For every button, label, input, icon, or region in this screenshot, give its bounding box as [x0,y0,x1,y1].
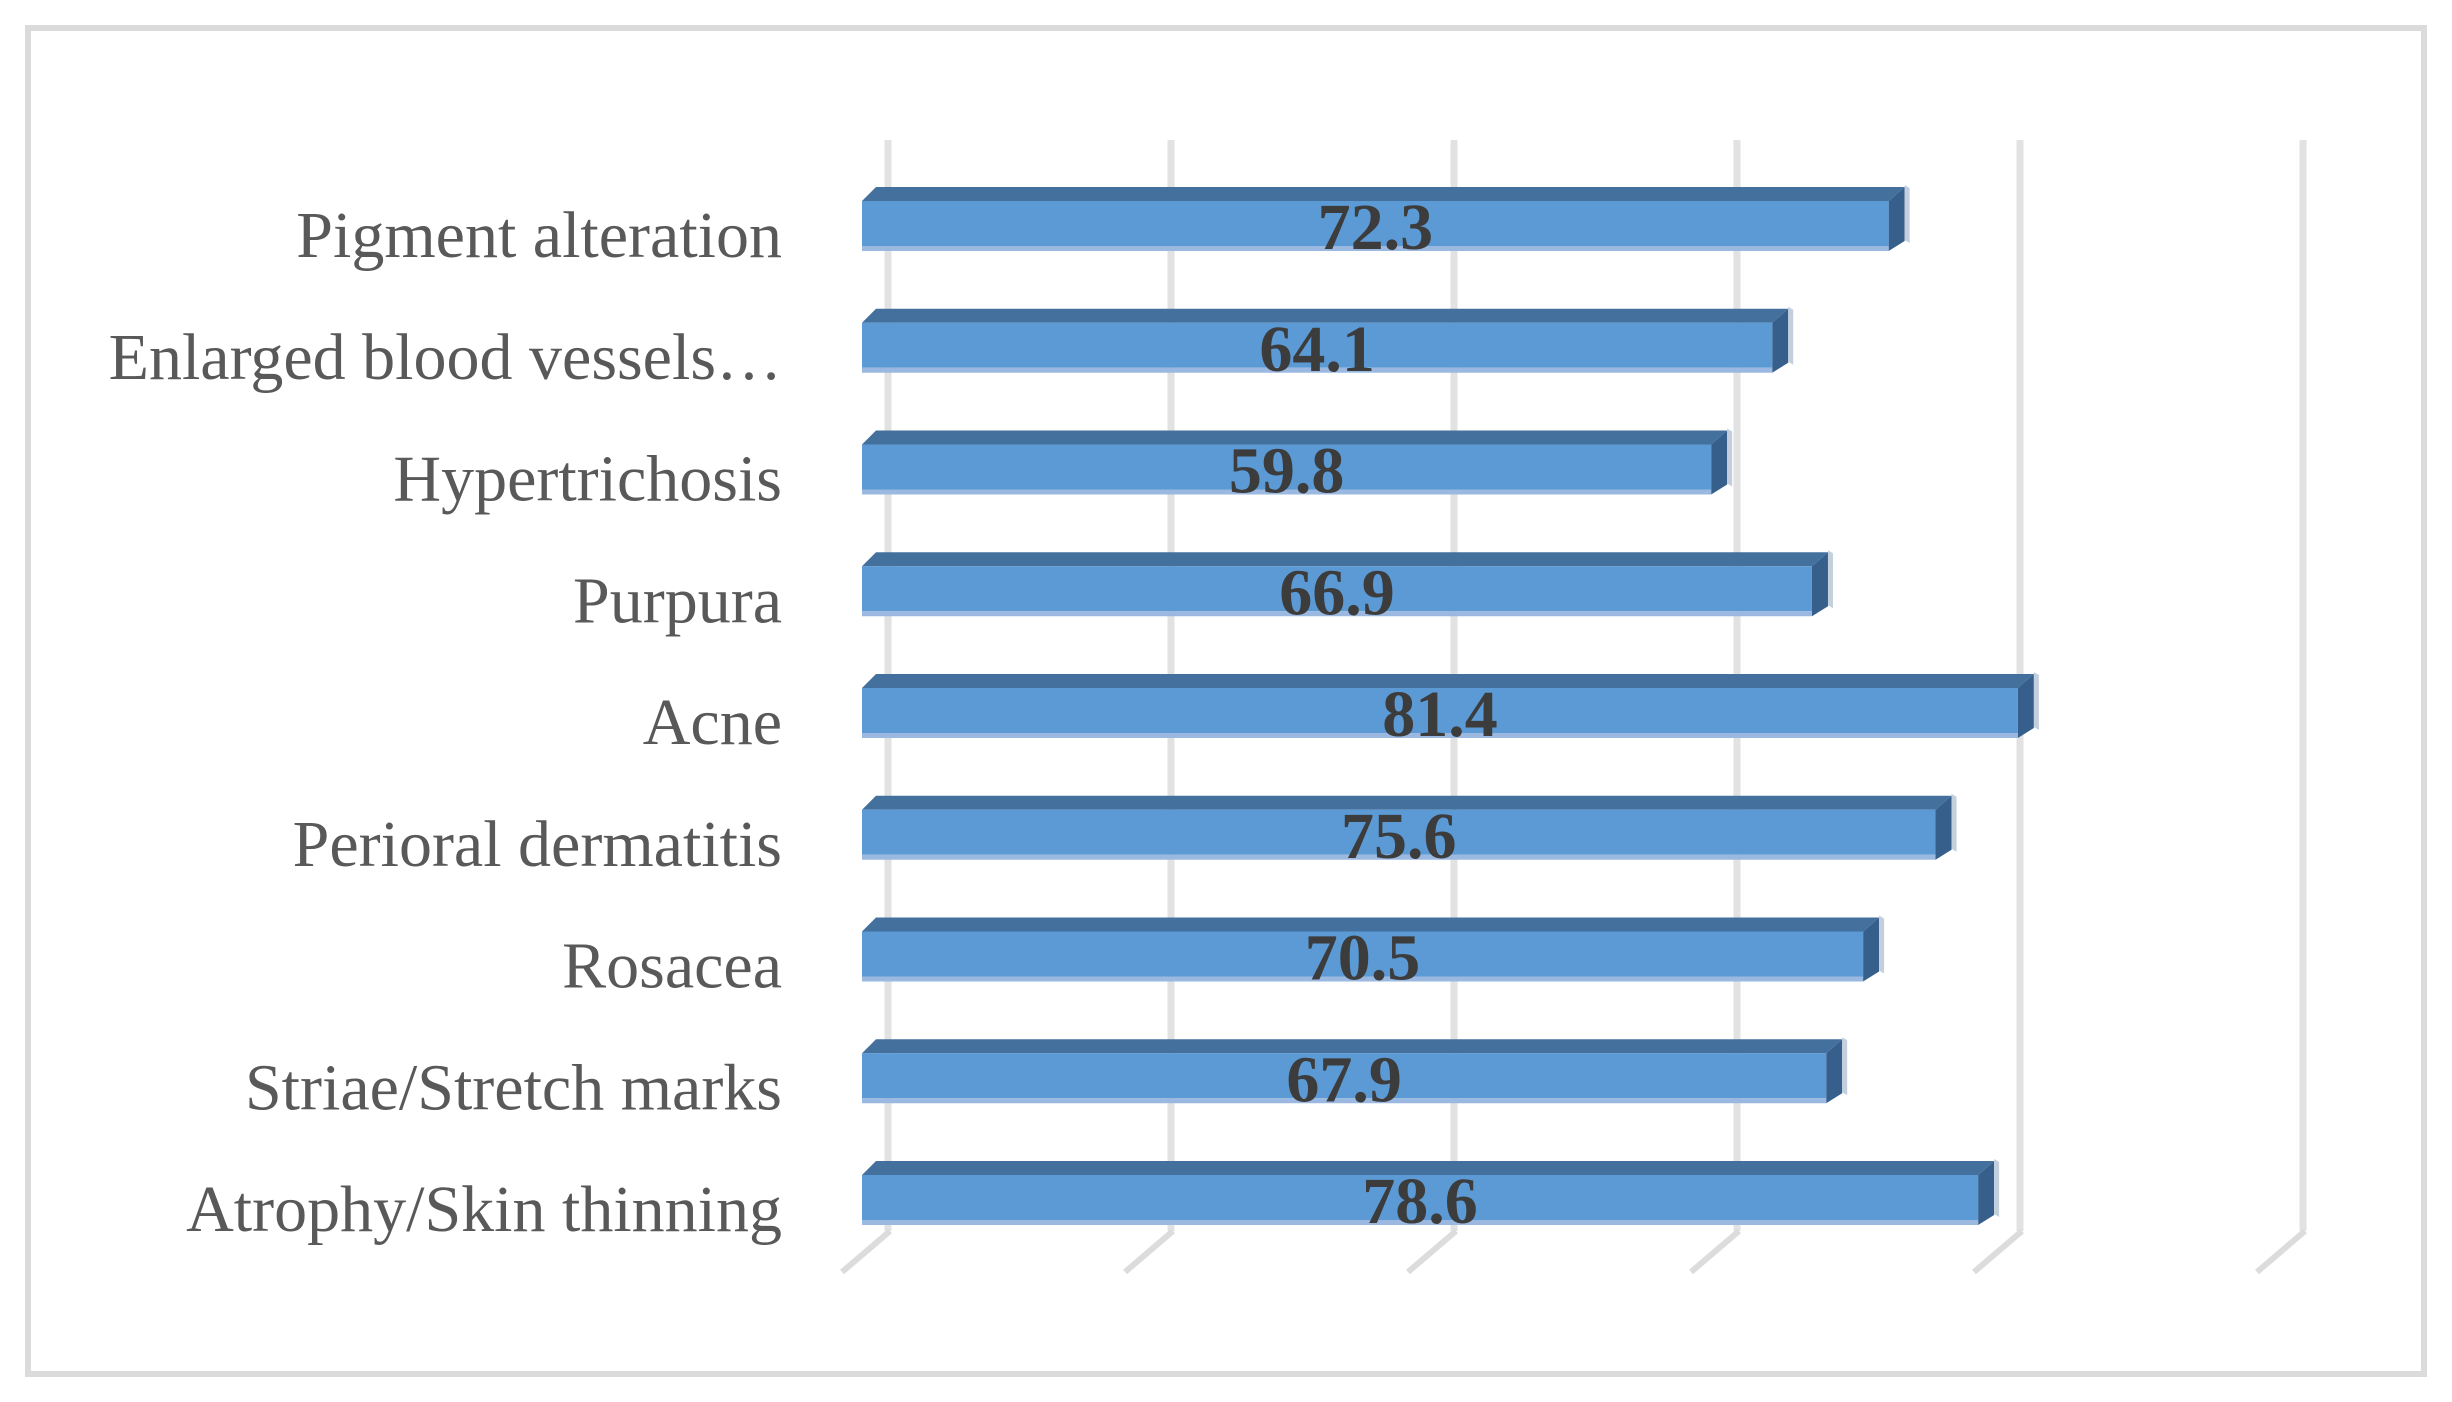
bar-top-face [862,552,1828,567]
value-label: 72.3 [1318,191,1434,264]
bar-side-face [1811,552,1828,617]
value-label: 70.5 [1305,922,1421,995]
axis-tick [2255,1228,2307,1275]
axis-tick [1406,1228,1458,1275]
bar-side-highlight [2033,672,2039,730]
bar-top-face [862,430,1728,445]
category-label: Perioral dermatitis [293,808,782,881]
axis-tick [1123,1228,1175,1275]
bar-side-face [1826,1039,1843,1104]
bar [862,931,1864,977]
bar-top-face [862,674,2034,688]
bar-bottom-edge [862,611,1812,617]
value-label: 59.8 [1229,435,1345,508]
value-label: 67.9 [1286,1043,1402,1116]
value-label: 75.6 [1341,800,1457,873]
bar-side-highlight [1904,185,1910,243]
category-label: Purpura [573,564,782,637]
bar-side-face [2017,674,2034,738]
bar-side-face [1888,187,1905,251]
bar-side-highlight [1951,793,1957,852]
value-label: 78.6 [1362,1165,1478,1238]
category-label: Acne [643,686,782,759]
value-label: 81.4 [1382,678,1498,751]
axis-tick [1972,1228,2024,1275]
category-label: Atrophy/Skin thinning [186,1173,782,1246]
bar-side-highlight [1827,550,1833,609]
bar-bottom-edge [862,976,1864,982]
value-label: 64.1 [1259,313,1375,386]
bar-top-face [862,1039,1843,1054]
bar-bottom-edge [862,489,1712,495]
bar-bottom-edge [862,1220,1979,1225]
bar-top-face [862,308,1789,323]
bar-side-face [1978,1161,1995,1225]
bar [862,566,1812,612]
category-label: Rosacea [562,930,782,1003]
category-label: Striae/Stretch marks [245,1051,782,1124]
bar-top-face [862,1161,1995,1175]
bar-side-face [1935,795,1952,860]
bar-bottom-edge [862,733,2018,738]
bar [862,1175,1979,1220]
bar-side-face [1711,430,1728,495]
bar [862,809,1936,855]
bar [862,688,2018,733]
bar-side-highlight [1879,915,1885,974]
bar-bottom-edge [862,367,1773,373]
bar-side-face [1863,917,1880,982]
value-label: 66.9 [1279,556,1395,629]
bar [862,322,1773,368]
axis-tick [1689,1228,1741,1275]
bar-side-highlight [1842,1037,1848,1096]
bar [862,1053,1827,1099]
bar-bottom-edge [862,854,1936,860]
axis-tick [840,1228,892,1275]
bar-top-face [862,917,1880,932]
bar-side-highlight [1788,306,1794,365]
bar-bottom-edge [862,1098,1827,1104]
bar-side-highlight [1727,428,1733,487]
bar [862,444,1712,490]
bar [862,201,1889,246]
category-label: Hypertrichosis [393,443,782,516]
category-label: Pigment alteration [296,199,782,272]
bar-side-face [1772,308,1789,373]
bar-top-face [862,187,1905,201]
bar-top-face [862,795,1952,810]
bar-side-highlight [1994,1159,2000,1217]
bar-bottom-edge [862,246,1889,251]
category-label: Enlarged blood vessels… [109,321,782,394]
